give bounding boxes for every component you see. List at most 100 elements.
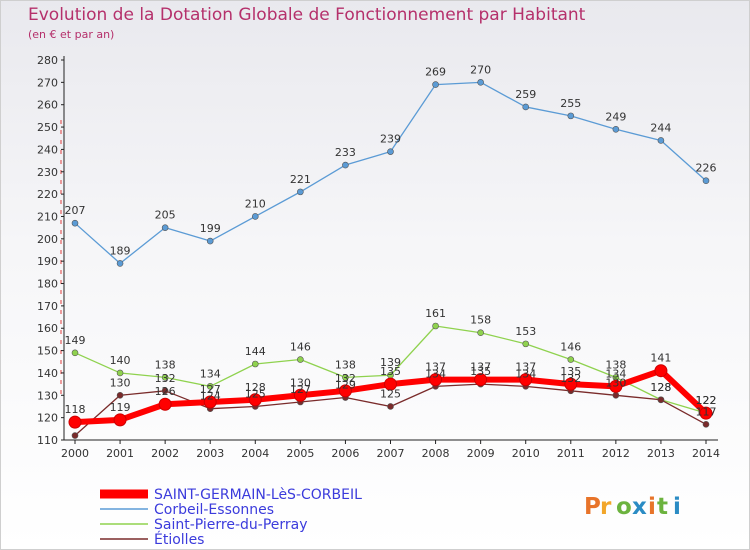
data-label: 205 — [155, 209, 176, 222]
data-point — [71, 432, 79, 439]
x-tick-label: 2002 — [151, 447, 179, 460]
data-point — [522, 103, 530, 111]
data-point — [297, 356, 304, 363]
data-point — [522, 340, 530, 348]
data-label: 135 — [470, 365, 491, 378]
data-label: 130 — [290, 376, 311, 389]
data-label: 118 — [65, 403, 86, 416]
data-label: 221 — [290, 173, 311, 186]
data-label: 207 — [65, 204, 86, 217]
data-point — [612, 125, 620, 133]
data-label: 149 — [65, 334, 86, 347]
data-point — [71, 349, 79, 357]
chart-title: Evolution de la Dotation Globale de Fonc… — [28, 5, 586, 25]
data-point — [116, 260, 124, 267]
data-label: 119 — [110, 401, 131, 414]
data-label: 199 — [200, 222, 221, 235]
data-point — [657, 396, 665, 404]
data-point — [477, 79, 484, 86]
axes: 110 120 130 140 150 160 170 180 190 200 210 220 230 2… — [37, 54, 720, 460]
data-label: 233 — [335, 146, 356, 159]
data-point — [474, 373, 488, 387]
data-point — [338, 384, 352, 398]
x-tick-label: 2001 — [106, 447, 134, 460]
data-point — [612, 391, 620, 399]
y-tick-label: 220 — [37, 188, 58, 201]
y-tick-label: 280 — [37, 54, 58, 67]
x-tick-label: 2006 — [331, 447, 359, 460]
data-label: 126 — [155, 385, 176, 398]
data-point — [567, 356, 575, 363]
data-label: 135 — [380, 365, 401, 378]
data-label: 137 — [470, 361, 491, 374]
data-point — [567, 112, 575, 120]
data-label: 158 — [470, 314, 491, 327]
data-label: 129 — [335, 379, 356, 392]
data-label: 134 — [425, 367, 446, 380]
y-tick-label: 250 — [37, 121, 58, 134]
data-point — [116, 369, 124, 377]
data-point — [293, 388, 307, 402]
data-point — [206, 237, 214, 245]
data-label: 138 — [605, 358, 626, 371]
brand-letter: i — [673, 494, 681, 520]
data-point — [248, 393, 262, 407]
data-point — [161, 387, 169, 395]
data-point — [161, 224, 169, 231]
series-layer — [68, 79, 713, 439]
y-tick-label: 190 — [37, 255, 58, 268]
data-point — [68, 415, 82, 429]
brand-letter: o — [616, 494, 632, 520]
x-tick-label: 2010 — [512, 447, 540, 460]
y-tick-label: 140 — [37, 367, 58, 380]
data-point — [609, 379, 623, 393]
data-label: 259 — [515, 88, 536, 101]
data-point — [158, 397, 172, 411]
x-tick-label: 2005 — [286, 447, 314, 460]
y-tick-label: 120 — [37, 412, 58, 425]
x-tick-label: 2013 — [647, 447, 675, 460]
y-tick-label: 150 — [37, 345, 58, 358]
y-tick-label: 180 — [37, 278, 58, 291]
y-tick-label: 210 — [37, 210, 58, 223]
legend-label: Corbeil-Essonnes — [154, 502, 274, 518]
data-point — [251, 360, 259, 368]
data-point — [432, 322, 439, 330]
data-label: 140 — [110, 354, 131, 367]
data-point — [384, 377, 397, 391]
data-label: 125 — [245, 387, 266, 400]
data-label: 161 — [425, 307, 446, 320]
y-tick-label: 260 — [37, 99, 58, 112]
data-point — [342, 374, 349, 381]
data-point — [519, 373, 533, 387]
brand-letter: i — [648, 494, 656, 520]
data-point — [297, 188, 304, 196]
data-point — [342, 161, 349, 169]
data-label: 124 — [200, 390, 221, 403]
y-tick-label: 240 — [37, 143, 58, 156]
data-label: 239 — [380, 133, 401, 146]
data-label: 249 — [605, 110, 626, 123]
data-label: 144 — [245, 345, 266, 358]
data-point — [702, 177, 710, 185]
data-label: 137 — [515, 361, 536, 374]
legend-label: Étiolles — [154, 531, 204, 548]
y-tick-label: 200 — [37, 233, 58, 246]
data-point — [429, 373, 443, 387]
legend-label: Saint-Pierre-du-Perray — [154, 517, 308, 533]
x-tick-label: 2000 — [61, 447, 89, 460]
data-label: 138 — [155, 358, 176, 371]
x-tick-label: 2004 — [241, 447, 269, 460]
brand-letter: t — [657, 494, 668, 520]
data-label: 255 — [560, 97, 581, 110]
data-label: 134 — [200, 367, 221, 380]
y-tick-label: 170 — [37, 300, 58, 313]
data-label: 138 — [335, 358, 356, 371]
data-point — [206, 383, 214, 390]
data-label: 146 — [560, 341, 581, 354]
data-point — [657, 137, 665, 144]
data-point — [702, 421, 710, 428]
data-label: 244 — [650, 121, 671, 134]
